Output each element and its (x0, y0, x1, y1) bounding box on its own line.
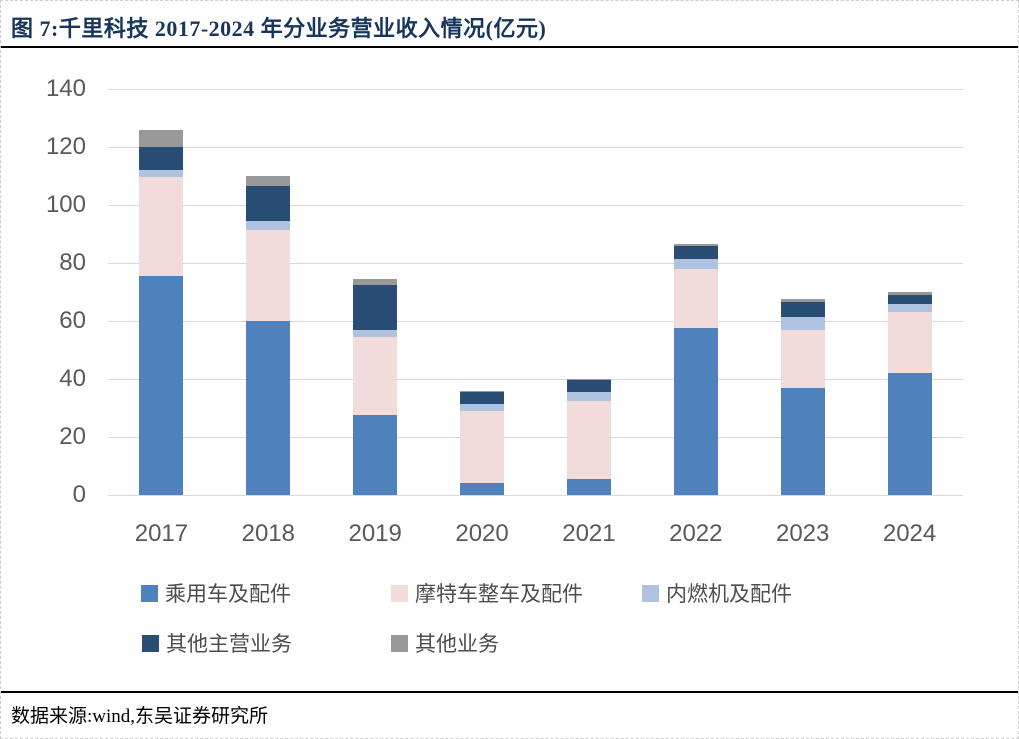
bar-2019-segment-2 (353, 329, 398, 337)
gridline-80 (108, 262, 963, 264)
bar-2019-segment-4 (353, 278, 398, 285)
bar-2024-segment-2 (887, 303, 932, 313)
bar-2017-segment-1 (139, 177, 184, 277)
bar-2021-segment-0 (566, 479, 611, 495)
gridline-20 (108, 436, 963, 438)
bar-2023-segment-1 (780, 329, 825, 388)
x-axis-label-2018: 2018 (241, 520, 295, 547)
bar-2021-segment-3 (566, 380, 611, 393)
y-axis-tick-100: 100 (45, 191, 86, 218)
legend-swatch-icon (142, 634, 159, 652)
legend-item-other-business: 其他业务 (391, 628, 499, 658)
bar-2018 (246, 176, 291, 495)
x-axis-label-2017: 2017 (134, 520, 189, 547)
legend-label: 其他主营业务 (166, 632, 292, 656)
y-axis-tick-60: 60 (59, 307, 86, 334)
bar-2019-segment-3 (353, 284, 398, 330)
legend-item-motorcycles: 摩特车整车及配件 (391, 578, 583, 608)
bar-2019 (353, 278, 398, 495)
bar-2024-segment-1 (887, 312, 932, 374)
legend-item-passenger-vehicles: 乘用车及配件 (141, 578, 291, 608)
legend-swatch-icon (642, 584, 659, 602)
bar-2021-segment-1 (566, 400, 611, 480)
bar-2023-segment-2 (780, 316, 825, 330)
y-axis-tick-0: 0 (72, 481, 86, 508)
title-divider-line (1, 46, 1018, 48)
gridline-40 (108, 378, 963, 380)
bar-2017 (139, 129, 184, 495)
x-axis-label-2020: 2020 (455, 520, 509, 547)
bar-2021-segment-2 (566, 392, 611, 401)
y-axis-tick-80: 80 (59, 249, 86, 276)
bar-2022-segment-1 (673, 268, 718, 329)
bar-2024-segment-0 (887, 373, 932, 495)
x-axis-label-2021: 2021 (562, 520, 616, 547)
legend-label: 乘用车及配件 (165, 582, 291, 606)
bar-2018-segment-0 (246, 321, 291, 495)
gridline-60 (108, 320, 963, 322)
legend-label: 内燃机及配件 (666, 582, 792, 606)
bar-2024-segment-3 (887, 294, 932, 304)
bar-2022-segment-3 (673, 245, 718, 259)
gridline-0 (108, 494, 963, 496)
bar-2019-segment-1 (353, 336, 398, 416)
bar-2017-segment-2 (139, 170, 184, 178)
data-source-text: 数据来源:wind,东吴证券研究所 (11, 706, 269, 727)
stacked-bar-chart-plot-area (108, 88, 963, 496)
bar-2017-segment-0 (139, 276, 184, 495)
x-axis-label-2023: 2023 (775, 520, 830, 547)
legend-swatch-icon (391, 634, 408, 652)
x-axis-label-2019: 2019 (348, 520, 402, 547)
gridline-100 (108, 204, 963, 206)
bar-2021 (566, 379, 611, 495)
figure-title: 图 7:千里科技 2017-2024 年分业务营业收入情况(亿元) (11, 16, 547, 41)
legend-label: 摩特车整车及配件 (415, 582, 583, 606)
bar-2023-segment-0 (780, 387, 825, 495)
bar-2020-segment-4 (460, 390, 505, 393)
bar-2020-segment-1 (460, 410, 505, 484)
bar-2018-segment-4 (246, 176, 291, 187)
bar-2017-segment-4 (139, 129, 184, 148)
bar-2022-segment-2 (673, 258, 718, 269)
bar-2018-segment-2 (246, 220, 291, 230)
bar-2023 (780, 299, 825, 495)
legend-label: 其他业务 (415, 632, 499, 656)
bar-2024-segment-4 (887, 292, 932, 295)
legend-swatch-icon (391, 584, 408, 602)
y-axis-tick-20: 20 (59, 423, 86, 450)
bar-2020-segment-3 (460, 392, 505, 404)
y-axis-tick-120: 120 (45, 133, 86, 160)
bar-2020-segment-2 (460, 403, 505, 411)
bar-2022 (673, 244, 718, 495)
bar-2017-segment-3 (139, 147, 184, 171)
x-axis-label-2024: 2024 (882, 520, 937, 547)
x-axis-label-2022: 2022 (669, 520, 723, 547)
gridline-120 (108, 146, 963, 148)
source-divider-line (1, 691, 1018, 693)
bar-2022-segment-0 (673, 328, 718, 495)
legend-item-other-main-business: 其他主营业务 (142, 628, 292, 658)
bar-2021-segment-4 (566, 379, 611, 381)
bar-2022-segment-4 (673, 244, 718, 246)
bar-2023-segment-4 (780, 299, 825, 303)
bar-2018-segment-3 (246, 186, 291, 221)
bar-2020-segment-0 (460, 483, 505, 495)
y-axis-tick-140: 140 (45, 75, 86, 102)
bar-2018-segment-1 (246, 229, 291, 321)
gridline-140 (108, 88, 963, 90)
bar-2020 (460, 390, 505, 495)
bar-2023-segment-3 (780, 302, 825, 317)
legend-swatch-icon (141, 584, 158, 602)
y-axis-tick-40: 40 (59, 365, 86, 392)
legend-item-engines: 内燃机及配件 (642, 578, 792, 608)
bar-2019-segment-0 (353, 415, 398, 495)
bar-2024 (887, 292, 932, 495)
